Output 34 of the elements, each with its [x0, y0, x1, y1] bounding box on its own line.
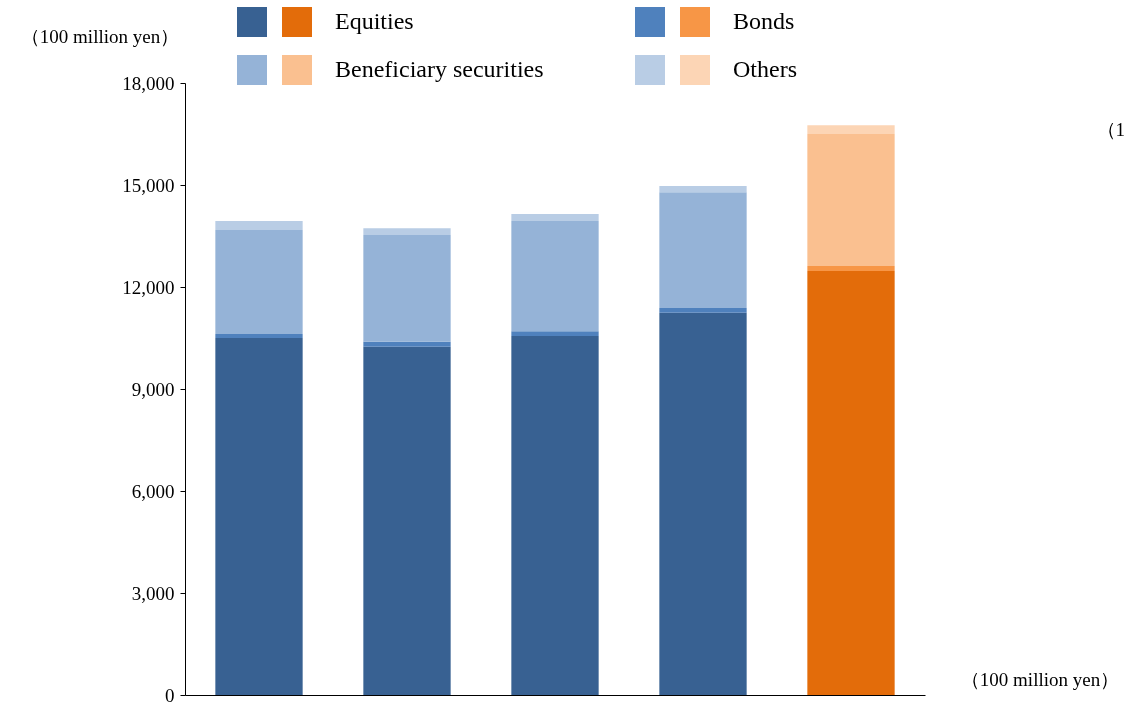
- bar: [511, 331, 599, 336]
- y-tick-label: 9,000: [131, 378, 175, 400]
- bar: [363, 341, 451, 347]
- bar: [807, 271, 895, 695]
- bar: [511, 213, 599, 222]
- bar: [659, 186, 747, 193]
- bar: [511, 335, 599, 695]
- legend-label: Others: [733, 56, 797, 82]
- x-axis-title: （100 million yen）: [960, 669, 1120, 690]
- bar: [659, 308, 747, 313]
- legend-label: Bonds: [733, 8, 795, 34]
- y-tick-label: 6,000: [131, 480, 175, 502]
- bar: [807, 134, 895, 266]
- legend-label: Beneficiary securities: [335, 56, 544, 82]
- text: （1: [1096, 119, 1125, 140]
- bar: [659, 192, 747, 309]
- bar: [807, 125, 895, 134]
- legend-label: Equities: [335, 8, 414, 34]
- bar: [363, 234, 451, 342]
- bar: [215, 333, 303, 338]
- y-tick-label: 18,000: [122, 72, 175, 94]
- bar: [363, 346, 451, 695]
- bar: [807, 265, 895, 272]
- bar: [363, 228, 451, 235]
- y-tick-label: 12,000: [122, 276, 175, 298]
- y-tick-label: 0: [165, 684, 175, 702]
- bar: [659, 312, 747, 695]
- bar: [511, 221, 599, 332]
- y-axis-title: （100 million yen）: [20, 26, 180, 47]
- bar: [215, 221, 303, 230]
- y-tick-label: 3,000: [131, 582, 175, 604]
- bar: [215, 338, 303, 695]
- bar: [215, 229, 303, 334]
- y-tick-label: 15,000: [122, 174, 175, 196]
